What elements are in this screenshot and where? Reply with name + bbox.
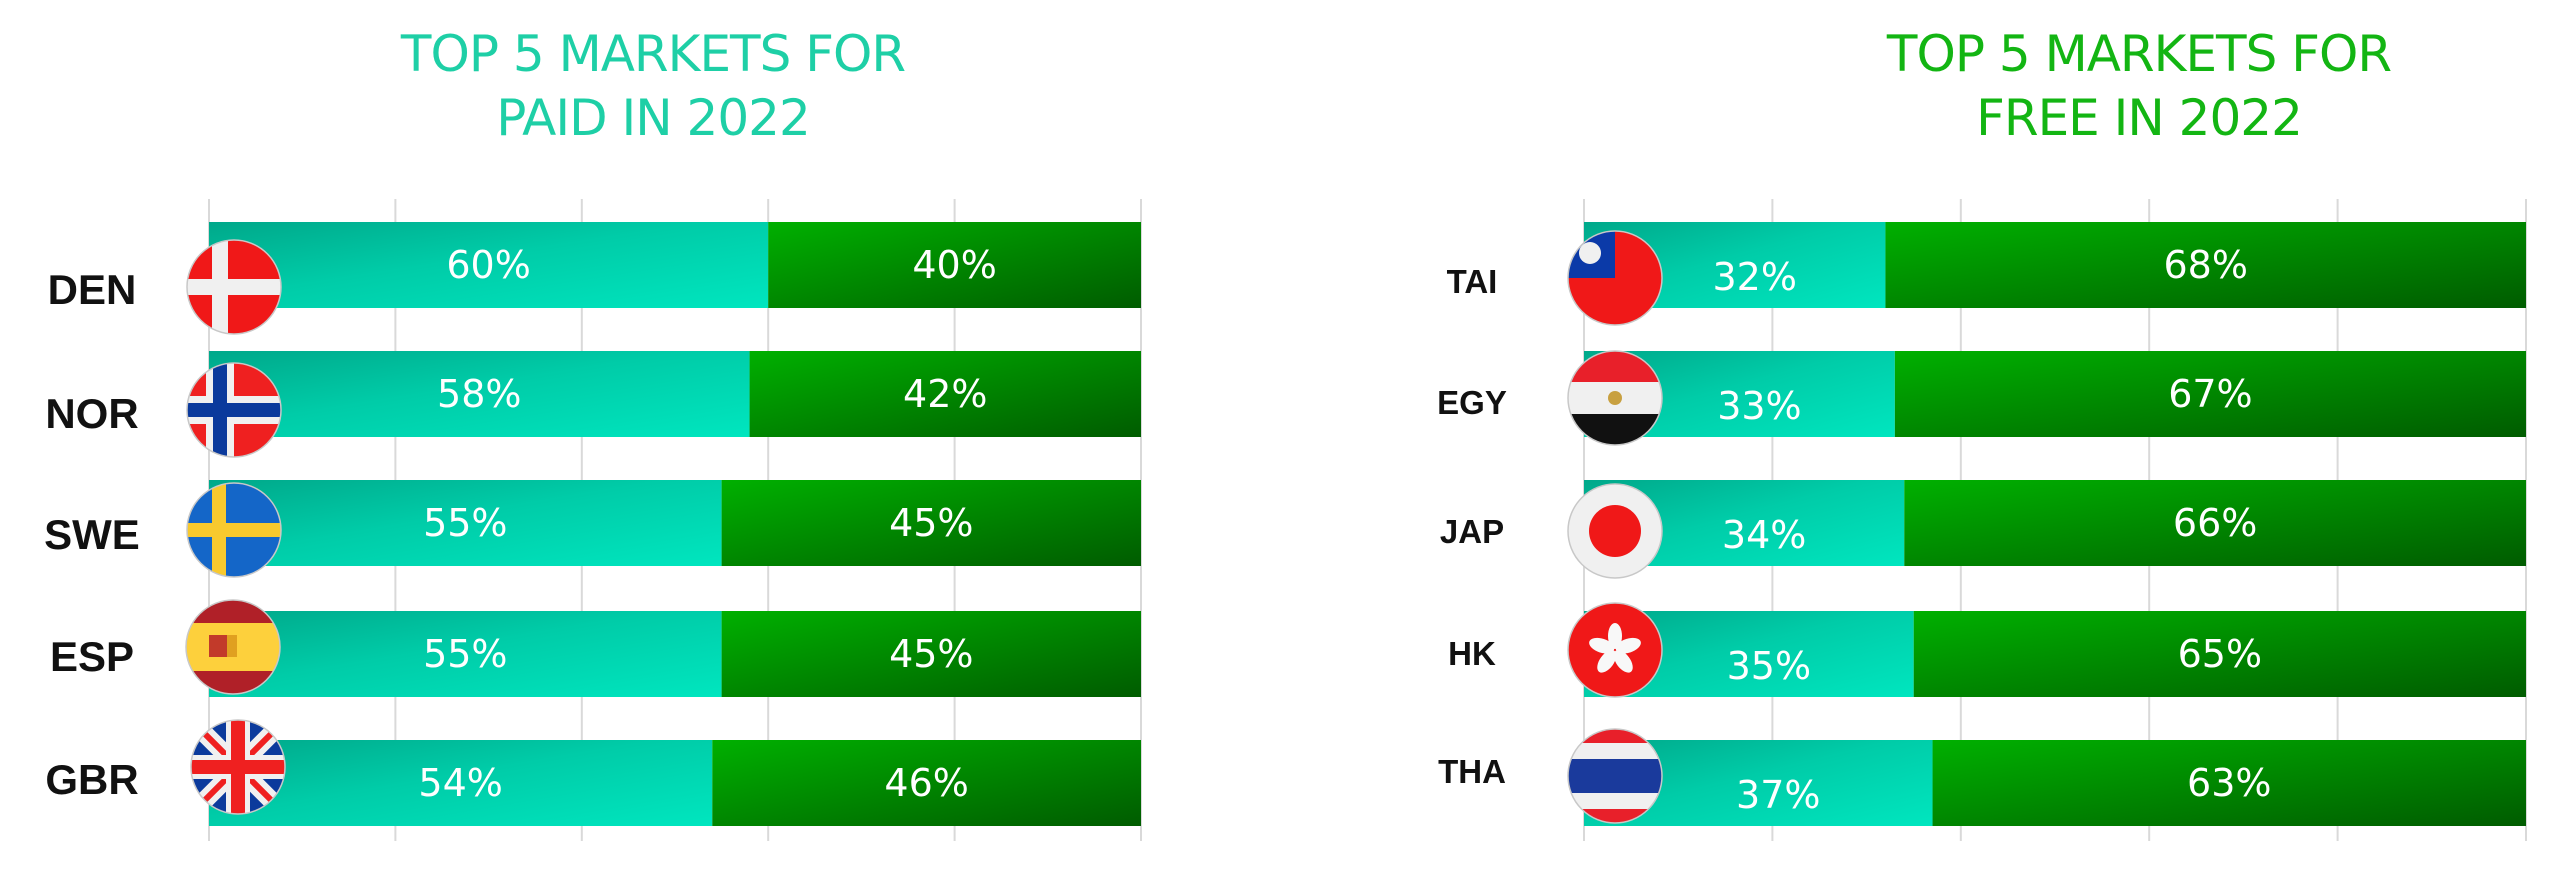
paid-data-label: 45%	[889, 501, 973, 545]
paid-bar-swe-segment-1	[209, 480, 722, 566]
paid-bar-gbr-segment-1	[209, 740, 713, 826]
paid-data-label: 55%	[423, 501, 507, 545]
paid-title-line2: PAID IN 2022	[496, 89, 811, 147]
paid-data-label: 54%	[418, 761, 502, 805]
free-bar-tai-segment-2	[1885, 222, 2526, 308]
paid-category-label: SWE	[44, 511, 140, 558]
free-chart-title: TOP 5 MARKETS FOR FREE IN 2022	[1739, 22, 2539, 150]
free-data-label: 68%	[2163, 243, 2247, 287]
paid-bar-nor-segment-2	[749, 351, 1141, 437]
free-bar-egy-segment-2	[1894, 351, 2526, 437]
free-title-line2: FREE IN 2022	[1976, 89, 2303, 147]
free-data-label: 63%	[2187, 761, 2271, 805]
hong-kong-flag-icon	[1567, 602, 1663, 698]
paid-title-line1: TOP 5 MARKETS FOR	[400, 25, 906, 83]
paid-bar-esp-segment-2	[721, 611, 1141, 697]
free-bar-tha-segment-2	[1932, 740, 2526, 826]
paid-data-label: 58%	[437, 372, 521, 416]
free-category-label: THA	[1438, 753, 1506, 790]
free-category-label: HK	[1448, 635, 1496, 672]
paid-bar-den-segment-1	[209, 222, 769, 308]
paid-data-label: 55%	[423, 632, 507, 676]
norway-flag-icon	[186, 362, 282, 458]
denmark-flag-icon	[186, 239, 282, 335]
free-category-label: JAP	[1440, 513, 1504, 550]
paid-chart-title: TOP 5 MARKETS FOR PAID IN 2022	[253, 22, 1053, 150]
spain-flag-icon	[185, 599, 281, 695]
paid-bar-swe-segment-2	[721, 480, 1141, 566]
free-bar-hk-segment-2	[1913, 611, 2526, 697]
paid-category-label: GBR	[45, 756, 138, 803]
united-kingdom-flag-icon	[190, 719, 286, 815]
free-category-label: TAI	[1447, 263, 1498, 300]
free-data-label: 32%	[1712, 255, 1796, 299]
paid-bar-gbr-segment-2	[712, 740, 1141, 826]
free-data-label: 33%	[1717, 384, 1801, 428]
paid-data-label: 46%	[884, 761, 968, 805]
free-data-label: 65%	[2178, 632, 2262, 676]
paid-bar-esp-segment-1	[209, 611, 722, 697]
thailand-flag-icon	[1567, 728, 1663, 824]
free-title-line1: TOP 5 MARKETS FOR	[1886, 25, 2392, 83]
paid-category-label: NOR	[45, 390, 138, 437]
free-data-label: 66%	[2173, 501, 2257, 545]
paid-bar-den-segment-2	[768, 222, 1141, 308]
japan-flag-icon	[1567, 483, 1663, 579]
sweden-flag-icon	[186, 482, 282, 578]
paid-bar-nor-segment-1	[209, 351, 750, 437]
free-data-label: 35%	[1727, 644, 1811, 688]
paid-data-label: 40%	[912, 243, 996, 287]
free-data-label: 34%	[1722, 513, 1806, 557]
paid-data-label: 45%	[889, 632, 973, 676]
free-data-label: 37%	[1736, 773, 1820, 817]
paid-category-label: ESP	[50, 633, 134, 680]
paid-category-label: DEN	[48, 266, 137, 313]
paid-data-label: 60%	[446, 243, 530, 287]
free-category-label: EGY	[1437, 384, 1507, 421]
free-bar-jap-segment-2	[1904, 480, 2526, 566]
paid-data-label: 42%	[903, 372, 987, 416]
free-data-label: 67%	[2168, 372, 2252, 416]
